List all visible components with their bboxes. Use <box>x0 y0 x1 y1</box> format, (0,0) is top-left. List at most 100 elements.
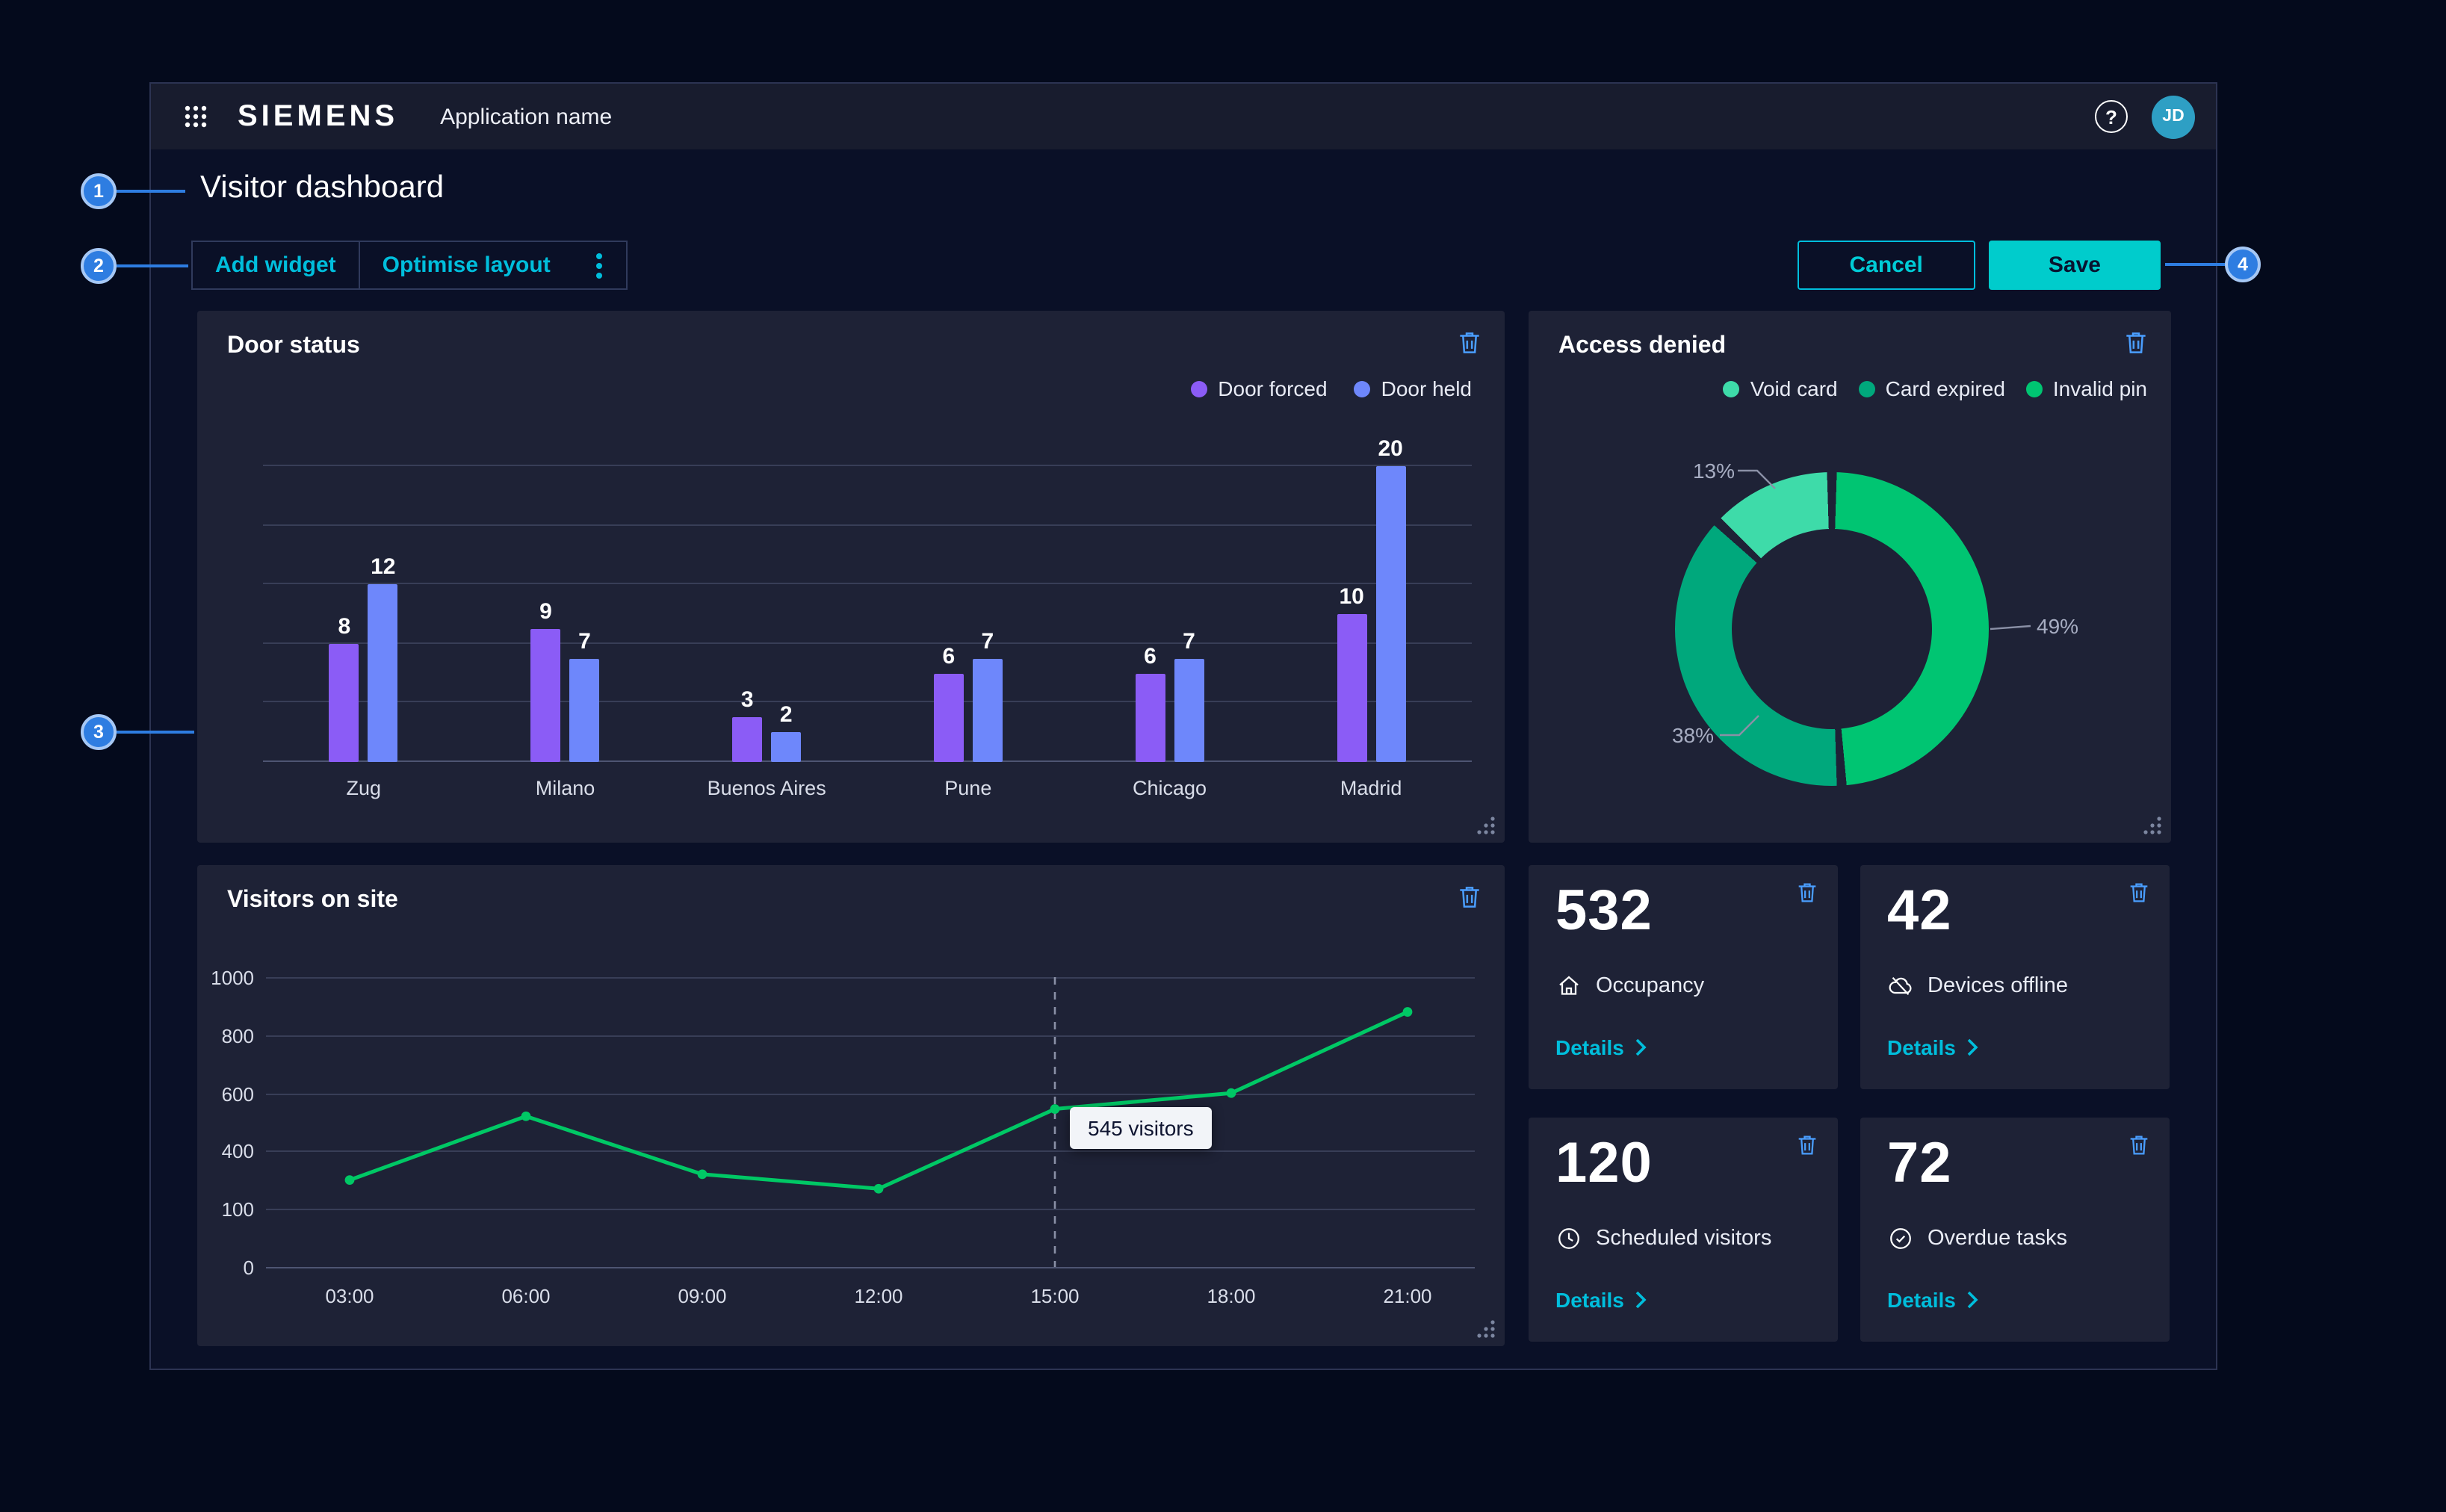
delete-widget-button[interactable] <box>1455 329 1484 357</box>
bar-rect <box>1337 614 1367 762</box>
annotation-number: 1 <box>93 181 104 202</box>
apps-grid-icon <box>185 105 207 128</box>
bar-rect <box>1174 658 1204 762</box>
bar-rect <box>732 717 763 762</box>
chart-legend: Door forced Door held <box>1191 377 1472 400</box>
delete-widget-button[interactable] <box>1795 880 1820 905</box>
line-chart-y-axis: 1000 800 600 400 100 0 <box>197 967 254 1279</box>
chart-tooltip: 545 visitors <box>1070 1107 1212 1149</box>
details-link[interactable]: Details <box>1887 1035 1978 1059</box>
cancel-button[interactable]: Cancel <box>1797 241 1975 290</box>
details-link[interactable]: Details <box>1555 1288 1647 1312</box>
question-mark-icon: ? <box>2105 105 2117 128</box>
user-avatar[interactable]: JD <box>2152 95 2195 138</box>
kpi-card-overdue-tasks: 72 Overdue tasks Details <box>1860 1118 2170 1342</box>
details-link[interactable]: Details <box>1887 1288 1978 1312</box>
details-text: Details <box>1887 1288 1956 1312</box>
optimise-layout-button[interactable]: Optimise layout <box>358 242 573 288</box>
chevron-right-icon <box>1635 1038 1647 1056</box>
grip-icon <box>1477 817 1495 834</box>
bar-value-label: 12 <box>371 554 396 580</box>
trash-icon <box>1798 883 1816 902</box>
save-cancel-actions: Cancel Save <box>1797 241 2161 290</box>
delete-widget-button[interactable] <box>2126 1133 2152 1158</box>
save-button[interactable]: Save <box>1988 241 2161 290</box>
visitors-line-chart: 545 visitors 03:00 06:00 09:00 12:00 15:00 18… <box>266 977 1475 1307</box>
legend-label: Invalid pin <box>2052 377 2147 400</box>
line-series <box>344 977 1413 1267</box>
delete-widget-button[interactable] <box>1455 883 1484 911</box>
category-label: Madrid <box>1340 777 1402 799</box>
resize-handle[interactable] <box>1476 1319 1496 1339</box>
more-options-button[interactable] <box>573 242 627 288</box>
bar-value-label: 6 <box>1144 643 1157 669</box>
bar-value-label: 9 <box>539 598 552 625</box>
devices-offline-icon <box>1889 976 1912 996</box>
kpi-label: Occupancy <box>1555 973 1704 1000</box>
legend-item: Void card <box>1723 377 1838 400</box>
annotation-line-1 <box>117 190 185 193</box>
bar-value-label: 2 <box>779 702 793 728</box>
trash-icon <box>1460 887 1479 908</box>
legend-item: Door held <box>1354 377 1472 400</box>
bar: 7 <box>1174 628 1204 762</box>
legend-label: Door forced <box>1218 377 1328 400</box>
gridline <box>263 642 1472 644</box>
kpi-value: 42 <box>1887 880 1952 943</box>
access-denied-widget: Access denied Void card Card expired Inv… <box>1529 311 2171 843</box>
annotation-callout-4: 4 <box>2225 247 2261 282</box>
gridline <box>266 1093 1475 1095</box>
help-button[interactable]: ? <box>2095 100 2128 133</box>
apps-grid-button[interactable] <box>184 105 208 128</box>
gridline <box>266 977 1475 979</box>
bar-value-label: 7 <box>981 628 994 654</box>
delete-widget-button[interactable] <box>2126 880 2152 905</box>
avatar-initials: JD <box>2162 108 2185 126</box>
legend-dot <box>1723 380 1740 397</box>
annotation-callout-1: 1 <box>81 173 117 209</box>
x-axis-tick-label: 18:00 <box>1207 1285 1256 1307</box>
legend-item: Invalid pin <box>2025 377 2147 400</box>
widget-title: Door status <box>227 333 360 359</box>
x-axis-tick-label: 12:00 <box>854 1285 903 1307</box>
details-link[interactable]: Details <box>1555 1035 1647 1059</box>
category-label: Chicago <box>1132 777 1207 799</box>
add-widget-button[interactable]: Add widget <box>193 242 359 288</box>
kpi-value: 532 <box>1555 880 1653 943</box>
kpi-card-occupancy: 532 Occupancy Details <box>1529 865 1838 1089</box>
delete-widget-button[interactable] <box>1795 1133 1820 1158</box>
delete-widget-button[interactable] <box>2122 329 2150 357</box>
legend-item: Card expired <box>1858 377 2005 400</box>
bar-rect <box>1135 673 1165 762</box>
donut-hole <box>1732 529 1932 729</box>
category-label: Zug <box>346 777 382 799</box>
bar-rect <box>933 673 964 762</box>
trash-icon <box>2126 332 2146 353</box>
gridline <box>266 1209 1475 1211</box>
legend-label: Card expired <box>1885 377 2005 400</box>
x-axis-tick-label: 15:00 <box>1030 1285 1080 1307</box>
donut-callout-38: 38% <box>1671 723 1714 747</box>
resize-handle[interactable] <box>1476 816 1496 835</box>
bar-rect <box>569 658 600 762</box>
legend-dot <box>1858 380 1875 397</box>
details-text: Details <box>1555 1288 1624 1312</box>
chevron-right-icon <box>1967 1291 1978 1309</box>
bar: 6 <box>1135 643 1165 762</box>
widget-title: Visitors on site <box>227 887 398 913</box>
resize-handle[interactable] <box>2143 816 2162 835</box>
bar: 2 <box>771 702 802 762</box>
category-label: Milano <box>535 777 595 799</box>
x-axis-tick-label: 03:00 <box>325 1285 374 1307</box>
chart-legend: Void card Card expired Invalid pin <box>1723 377 2147 400</box>
kpi-label-text: Occupancy <box>1596 974 1705 998</box>
legend-dot <box>1354 380 1371 397</box>
donut-callout-13: 13% <box>1692 459 1735 483</box>
bar-value-label: 8 <box>338 613 351 639</box>
y-axis-tick-label: 400 <box>221 1140 254 1163</box>
grip-icon <box>1477 1320 1495 1338</box>
gridline <box>263 760 1472 762</box>
